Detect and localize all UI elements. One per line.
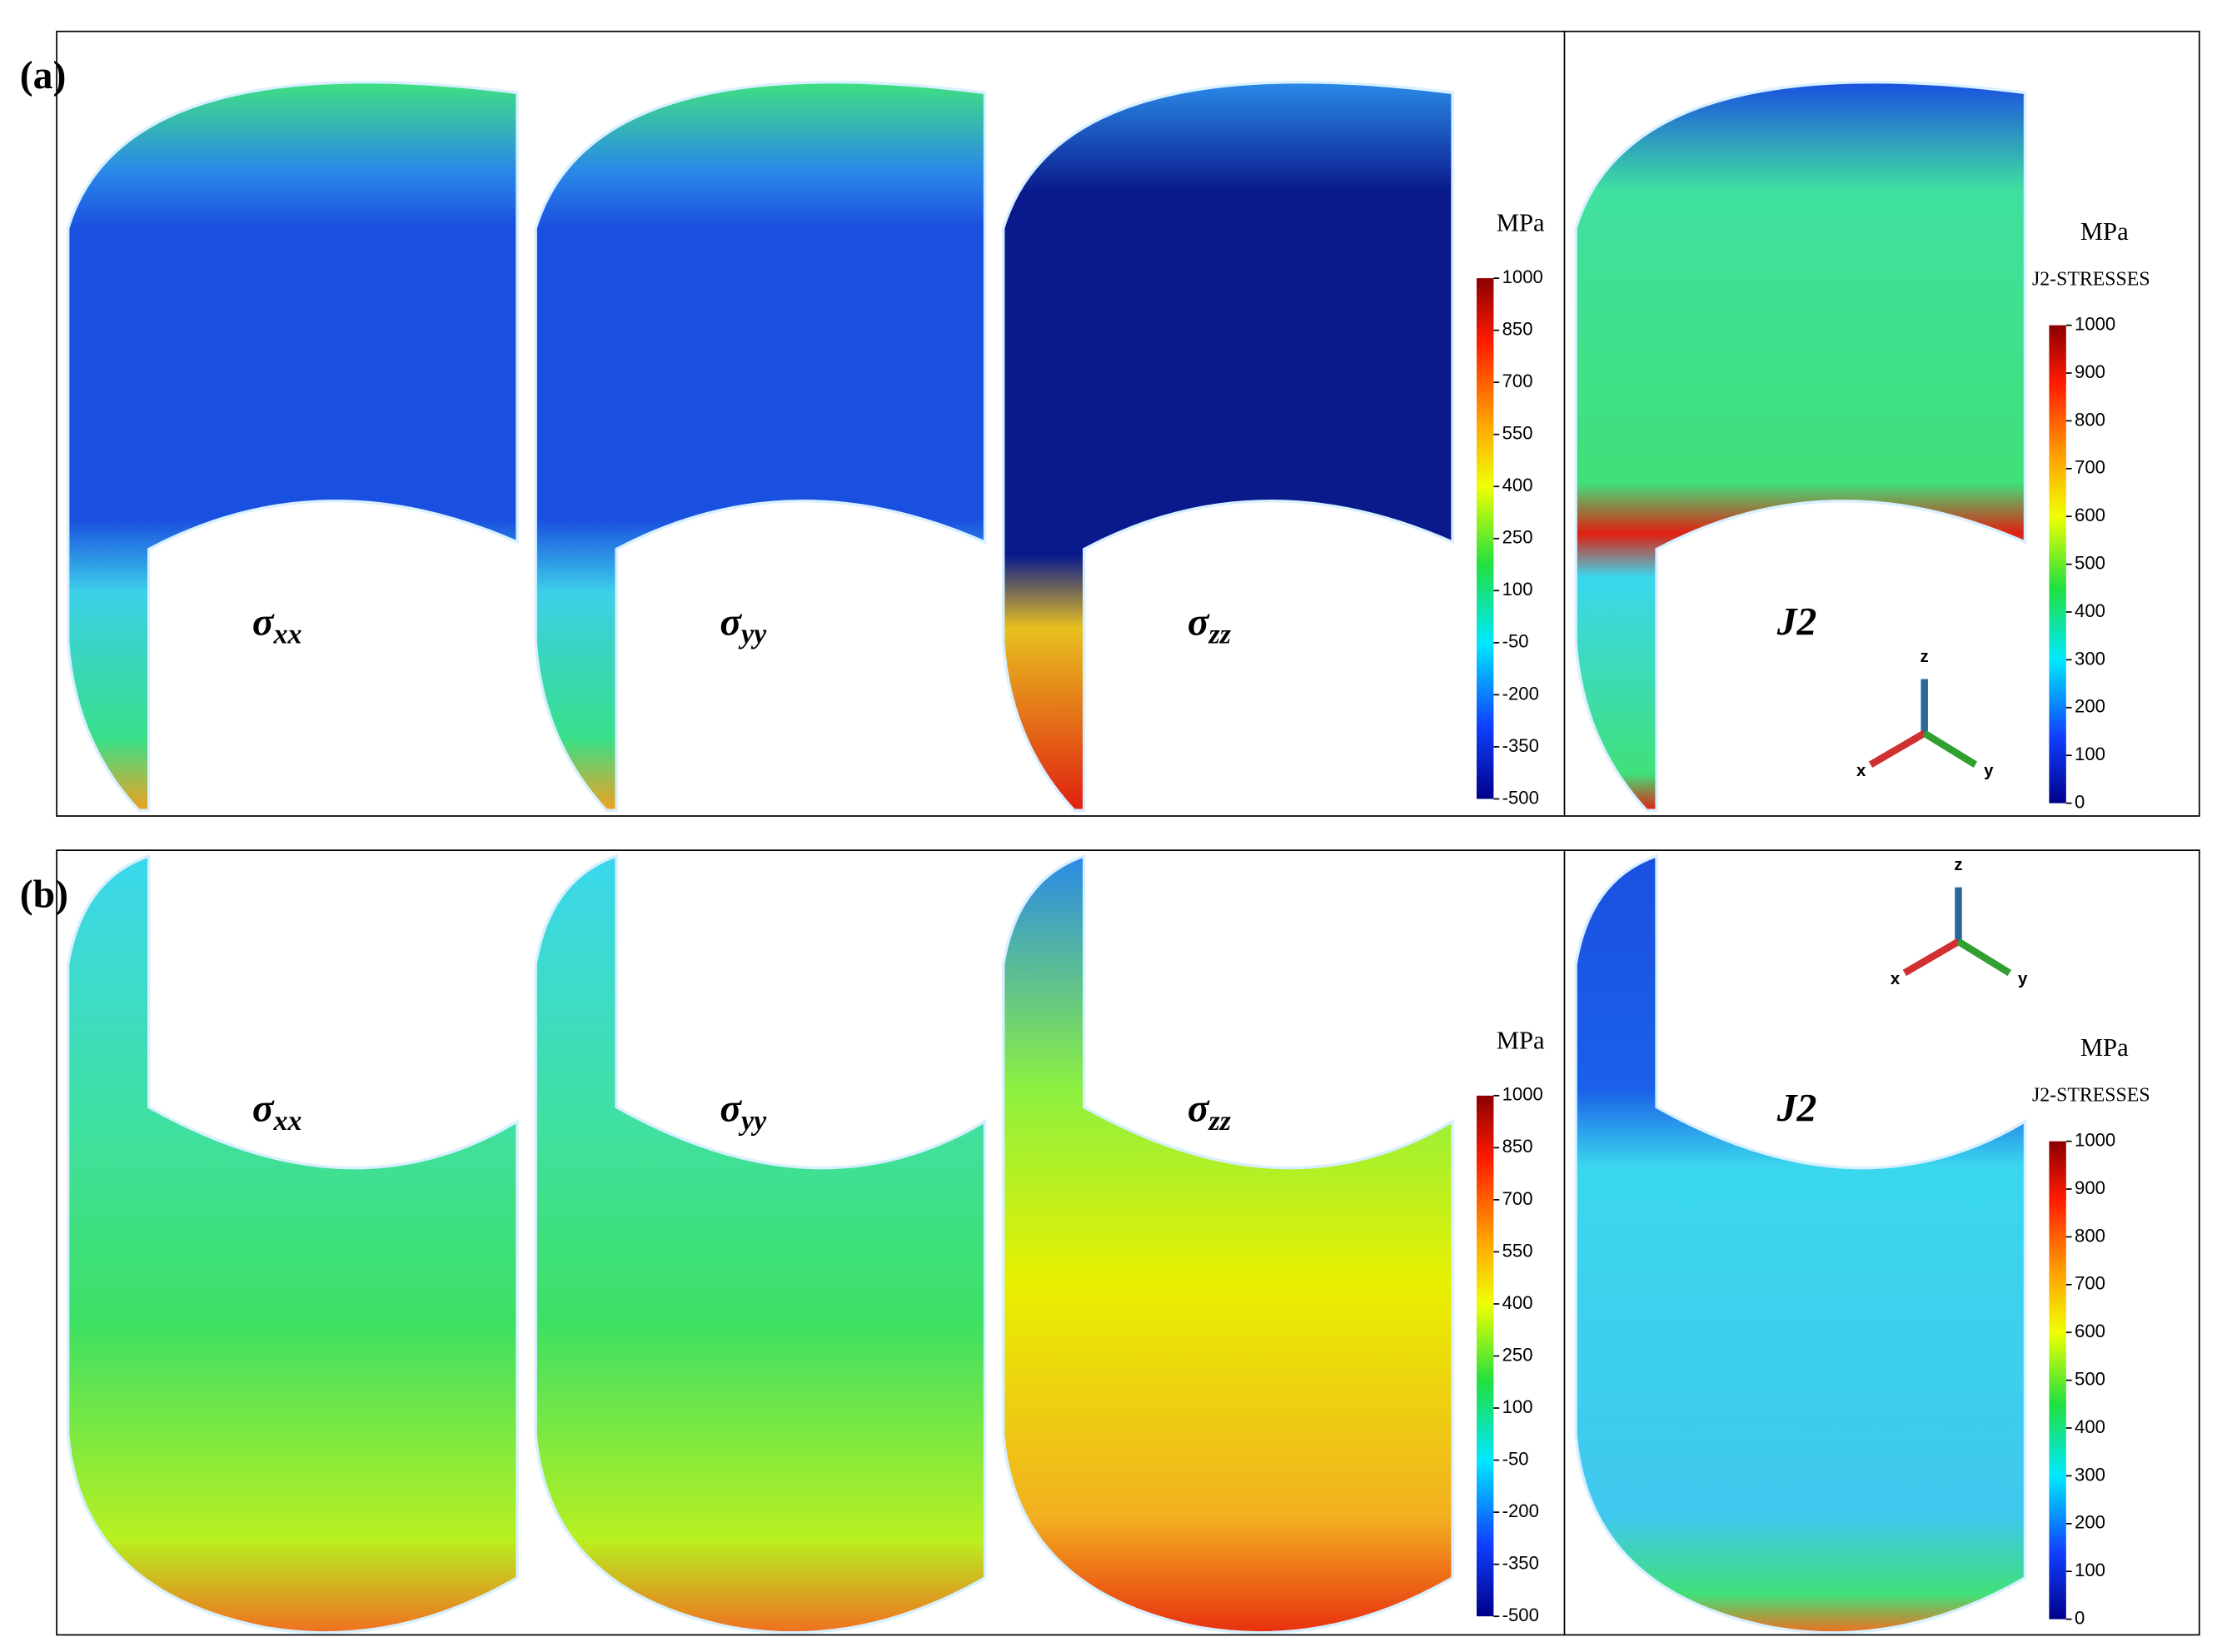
colorbar-tick-label: 800 — [2075, 409, 2105, 430]
subscript: zz — [1208, 1106, 1232, 1137]
colorbar-tick-label: 800 — [2075, 1225, 2105, 1246]
panel-frame — [56, 30, 2200, 817]
colorbar-tick-label: 400 — [1502, 1292, 1533, 1313]
colorbar-tick-label: 100 — [2075, 1560, 2105, 1580]
plot-label: σxx — [252, 1087, 302, 1137]
colorbar-tick-label: 300 — [2075, 648, 2105, 669]
axis-y — [1956, 938, 2011, 977]
colorbar-tick-label: -50 — [1502, 631, 1529, 652]
colorbar-tick-label: 1000 — [1502, 1084, 1543, 1105]
colorbar-tick-label: -200 — [1502, 1500, 1539, 1521]
colorbar-tick-label: 500 — [2075, 1368, 2105, 1389]
stress-contour — [1001, 81, 1454, 812]
colorbar-tick-label: -200 — [1502, 683, 1539, 704]
colorbar-tick-label: 550 — [1502, 423, 1533, 444]
axis-label: z — [1954, 855, 1962, 874]
colorbar-tick-label: 100 — [2075, 744, 2105, 764]
colorbar — [2049, 325, 2066, 804]
axis-x — [1868, 729, 1926, 769]
stress-contour — [66, 81, 519, 812]
stress-contour — [1574, 853, 2027, 1635]
panel-frame — [56, 849, 2200, 1636]
plot-label: J2 — [1776, 1087, 1817, 1131]
plot-label: σyy — [720, 600, 767, 649]
axis-label: x — [1891, 969, 1901, 988]
colorbar-unit: MPa — [2080, 1033, 2129, 1062]
colorbar-tick-label: 100 — [1502, 1396, 1533, 1417]
colorbar-tick-label: 400 — [2075, 1416, 2105, 1437]
colorbar-tick-label: 100 — [1502, 579, 1533, 600]
colorbar-tick-label: 900 — [2075, 361, 2105, 382]
colorbar-tick-label: 400 — [1502, 475, 1533, 495]
axis-label: z — [1921, 647, 1929, 666]
colorbar-tick-label: 250 — [1502, 1344, 1533, 1365]
colorbar-tick-label: 700 — [2075, 457, 2105, 478]
symbol: σ — [252, 1087, 275, 1131]
plot-label: σyy — [720, 1087, 767, 1137]
stress-contour — [534, 81, 987, 812]
colorbar-tick-label: -350 — [1502, 1552, 1539, 1573]
colorbar-tick-label: -500 — [1502, 1605, 1539, 1625]
colorbar-tick-label: 250 — [1502, 527, 1533, 548]
symbol: σ — [720, 600, 742, 644]
stress-contour — [66, 853, 519, 1635]
colorbar-tick-label: 850 — [1502, 318, 1533, 339]
colorbar-tick-label: 600 — [2075, 1321, 2105, 1341]
colorbar-tick-label: 500 — [2075, 552, 2105, 573]
colorbar-tick-label: 0 — [2075, 791, 2085, 812]
axis-label: x — [1856, 761, 1866, 780]
colorbar-unit: MPa — [2080, 217, 2129, 246]
colorbar-tick-label: 900 — [2075, 1177, 2105, 1198]
colorbar — [2049, 1141, 2066, 1620]
subscript: yy — [738, 620, 767, 650]
axis-x — [1902, 938, 1960, 977]
symbol: σ — [1188, 600, 1210, 644]
colorbar-tick-label: 1000 — [1502, 266, 1543, 287]
colorbar-tick-label: 200 — [2075, 696, 2105, 717]
symbol: σ — [720, 1087, 742, 1131]
stress-contour — [534, 853, 987, 1635]
axis-label: y — [2018, 969, 2028, 988]
colorbar-unit: MPa — [1497, 1026, 1545, 1054]
colorbar-tick-label: 700 — [2075, 1273, 2105, 1294]
plot-label: J2 — [1776, 600, 1817, 644]
colorbar-tick-label: 300 — [2075, 1464, 2105, 1485]
colorbar-tick-label: 550 — [1502, 1240, 1533, 1261]
axis-label: y — [1984, 761, 1994, 780]
colorbar-tick-label: 0 — [2075, 1607, 2085, 1628]
symbol: σ — [252, 600, 275, 644]
colorbar-tick-label: -350 — [1502, 735, 1539, 756]
panel-label: (b) — [20, 873, 68, 917]
colorbar-title: J2-STRESSES — [2032, 269, 2150, 291]
plot-label: σzz — [1188, 600, 1232, 649]
subscript: yy — [738, 1106, 767, 1137]
symbol: σ — [1188, 1087, 1210, 1131]
plot-label: σzz — [1188, 1087, 1232, 1137]
colorbar-tick-label: 200 — [2075, 1512, 2105, 1533]
stress-contour — [1574, 81, 2027, 812]
colorbar-tick-label: 700 — [1502, 371, 1533, 391]
colorbar-tick-label: 600 — [2075, 505, 2105, 525]
colorbar-tick-label: 1000 — [2075, 1129, 2115, 1150]
subscript: xx — [273, 1106, 302, 1137]
colorbar-tick-label: -50 — [1502, 1448, 1529, 1469]
axis-y — [1922, 729, 1978, 768]
subscript: zz — [1208, 620, 1232, 650]
colorbar-tick-label: 400 — [2075, 600, 2105, 621]
subscript: xx — [273, 620, 302, 650]
colorbar — [1476, 1095, 1494, 1617]
colorbar-tick-label: -500 — [1502, 787, 1539, 808]
colorbar — [1476, 278, 1494, 799]
colorbar-unit: MPa — [1497, 208, 1545, 236]
plot-label: σxx — [252, 600, 302, 649]
colorbar-tick-label: 700 — [1502, 1188, 1533, 1209]
colorbar-tick-label: 850 — [1502, 1136, 1533, 1157]
colorbar-tick-label: 1000 — [2075, 313, 2115, 334]
panel-label: (a) — [20, 53, 67, 97]
colorbar-title: J2-STRESSES — [2032, 1085, 2150, 1107]
stress-contour — [1001, 853, 1454, 1635]
